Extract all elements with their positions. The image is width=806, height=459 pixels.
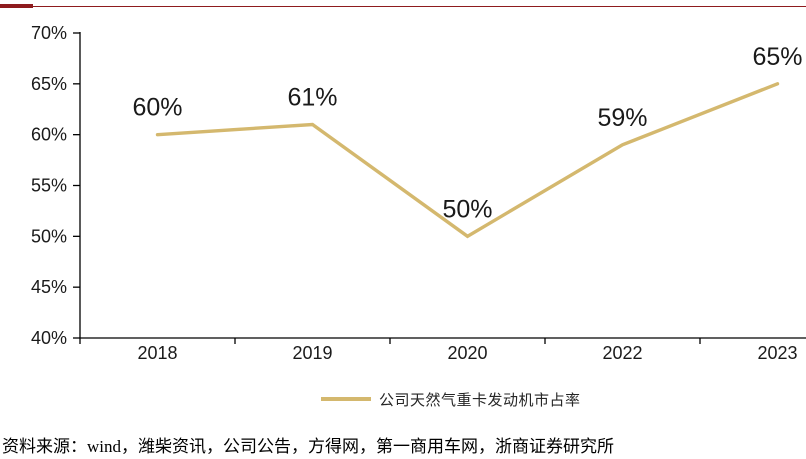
y-tick-label: 65% [31,74,67,94]
data-label: 61% [287,84,337,112]
x-category-label: 2022 [602,343,642,363]
series-line [155,82,780,239]
x-category-label: 2018 [137,343,177,363]
legend-label: 公司天然气重卡发动机市占率 [379,392,581,409]
data-label: 50% [442,195,492,223]
header-rule-accent [0,4,33,9]
chart-legend: 公司天然气重卡发动机市占率 [321,390,581,409]
y-tick-label: 50% [31,226,67,246]
y-tick-label: 45% [31,277,67,297]
y-tick-label: 55% [31,176,67,196]
x-category-label: 2019 [292,343,332,363]
header-rule [0,5,806,7]
x-category-label: 2023 [757,343,797,363]
data-label: 59% [597,104,647,132]
source-note: 资料来源：wind，潍柴资讯，公司公告，方得网，第一商用车网，浙商证券研究所 [2,437,614,456]
market-share-line-chart: 70% 65% 60% 55% 50% 45% 40% 2018 2019 2020 2022 202… [31,23,806,363]
y-tick-label: 40% [31,328,67,348]
y-tick-label: 70% [31,23,67,43]
x-category-label: 2020 [447,343,487,363]
y-tick-label: 60% [31,125,67,145]
legend-line-swatch [321,397,371,401]
data-label: 60% [132,94,182,122]
data-label: 65% [752,43,802,71]
